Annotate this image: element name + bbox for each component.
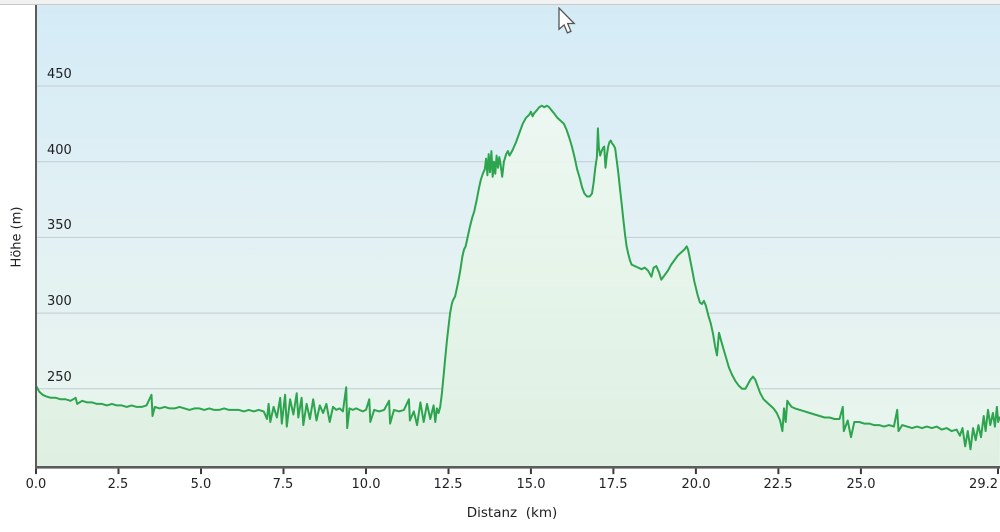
x-tick-label: 10.0 <box>351 477 381 492</box>
y-tick-label: 300 <box>47 294 72 309</box>
x-tick-label: 25.0 <box>846 477 876 492</box>
x-tick-label: 5.0 <box>190 477 212 492</box>
elevation-area-fill <box>36 105 1000 467</box>
y-tick-label: 450 <box>47 67 72 82</box>
elevation-line <box>35 104 1000 451</box>
x-axis-tick-marks <box>35 468 999 475</box>
y-tick-label: 350 <box>47 218 72 233</box>
x-tick-label: 20.0 <box>681 477 711 492</box>
x-tick-label: 15.0 <box>516 477 546 492</box>
cursor-arrow-icon <box>558 7 576 34</box>
x-tick-label: 7.5 <box>272 477 294 492</box>
x-tick-label: 12.5 <box>433 477 463 492</box>
window-top-border <box>0 0 1000 5</box>
x-tick-label: 22.5 <box>763 477 793 492</box>
x-tick-label: 0.0 <box>25 477 47 492</box>
y-tick-label: 400 <box>47 143 72 158</box>
x-tick-label: 17.5 <box>598 477 628 492</box>
x-tick-label: 2.5 <box>107 477 129 492</box>
y-tick-label: 250 <box>47 370 72 385</box>
y-axis-title: Höhe (m) <box>9 206 25 268</box>
axes <box>35 5 1000 469</box>
x-axis-title: Distanz (km) <box>466 505 558 521</box>
x-tick-label: 29.2 <box>969 477 998 492</box>
